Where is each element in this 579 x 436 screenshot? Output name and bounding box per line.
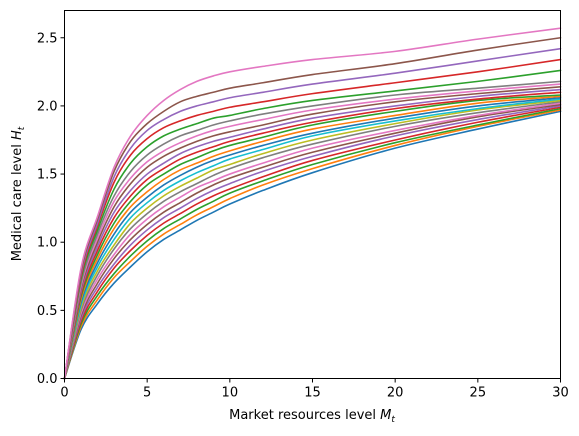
series-line-7: [63, 102, 562, 380]
y-tick-label: 1.5: [37, 168, 58, 183]
y-tick-label: 2.5: [37, 31, 58, 46]
series-line-5: [63, 105, 562, 380]
y-tick-label: 0.0: [37, 372, 58, 387]
x-tick-label: 20: [387, 386, 404, 401]
series-line-9: [63, 99, 562, 380]
series-line-2: [63, 109, 562, 380]
x-tick-label: 30: [552, 386, 569, 401]
x-tick-label: 15: [304, 386, 321, 401]
x-tick-label: 5: [143, 386, 151, 401]
series-line-23: [63, 27, 562, 380]
series-line-6: [63, 103, 562, 380]
y-tick-label: 1.0: [37, 236, 58, 251]
series-line-12: [63, 95, 562, 380]
series-layer: [63, 27, 562, 380]
x-tick-label: 0: [60, 386, 68, 401]
series-line-11: [63, 96, 562, 380]
y-tick-label: 2.0: [37, 99, 58, 114]
series-line-16: [63, 86, 562, 380]
series-line-15: [63, 88, 562, 380]
y-axis-label: Medical care level Ht: [10, 126, 27, 261]
series-line-14: [63, 91, 562, 380]
series-line-21: [63, 47, 562, 380]
series-line-1: [63, 110, 562, 380]
series-line-18: [63, 80, 562, 380]
series-line-10: [63, 98, 562, 380]
series-line-19: [63, 69, 562, 380]
series-line-13: [63, 94, 562, 380]
x-tick-label: 25: [470, 386, 487, 401]
series-line-3: [63, 107, 562, 380]
x-tick-label: 10: [222, 386, 239, 401]
series-line-22: [63, 36, 562, 380]
plot-frame: [64, 10, 561, 379]
axis-layer: 0 5 10 15 20 25 30 0.0 0.5 1.0 1.5 2.0 2.5: [37, 31, 569, 400]
series-line-17: [63, 83, 562, 380]
series-line-20: [63, 58, 562, 380]
series-line-4: [63, 106, 562, 380]
series-line-8: [63, 101, 562, 380]
x-axis-label: Market resources level Mt: [229, 408, 395, 425]
y-tick-label: 0.5: [37, 304, 58, 319]
